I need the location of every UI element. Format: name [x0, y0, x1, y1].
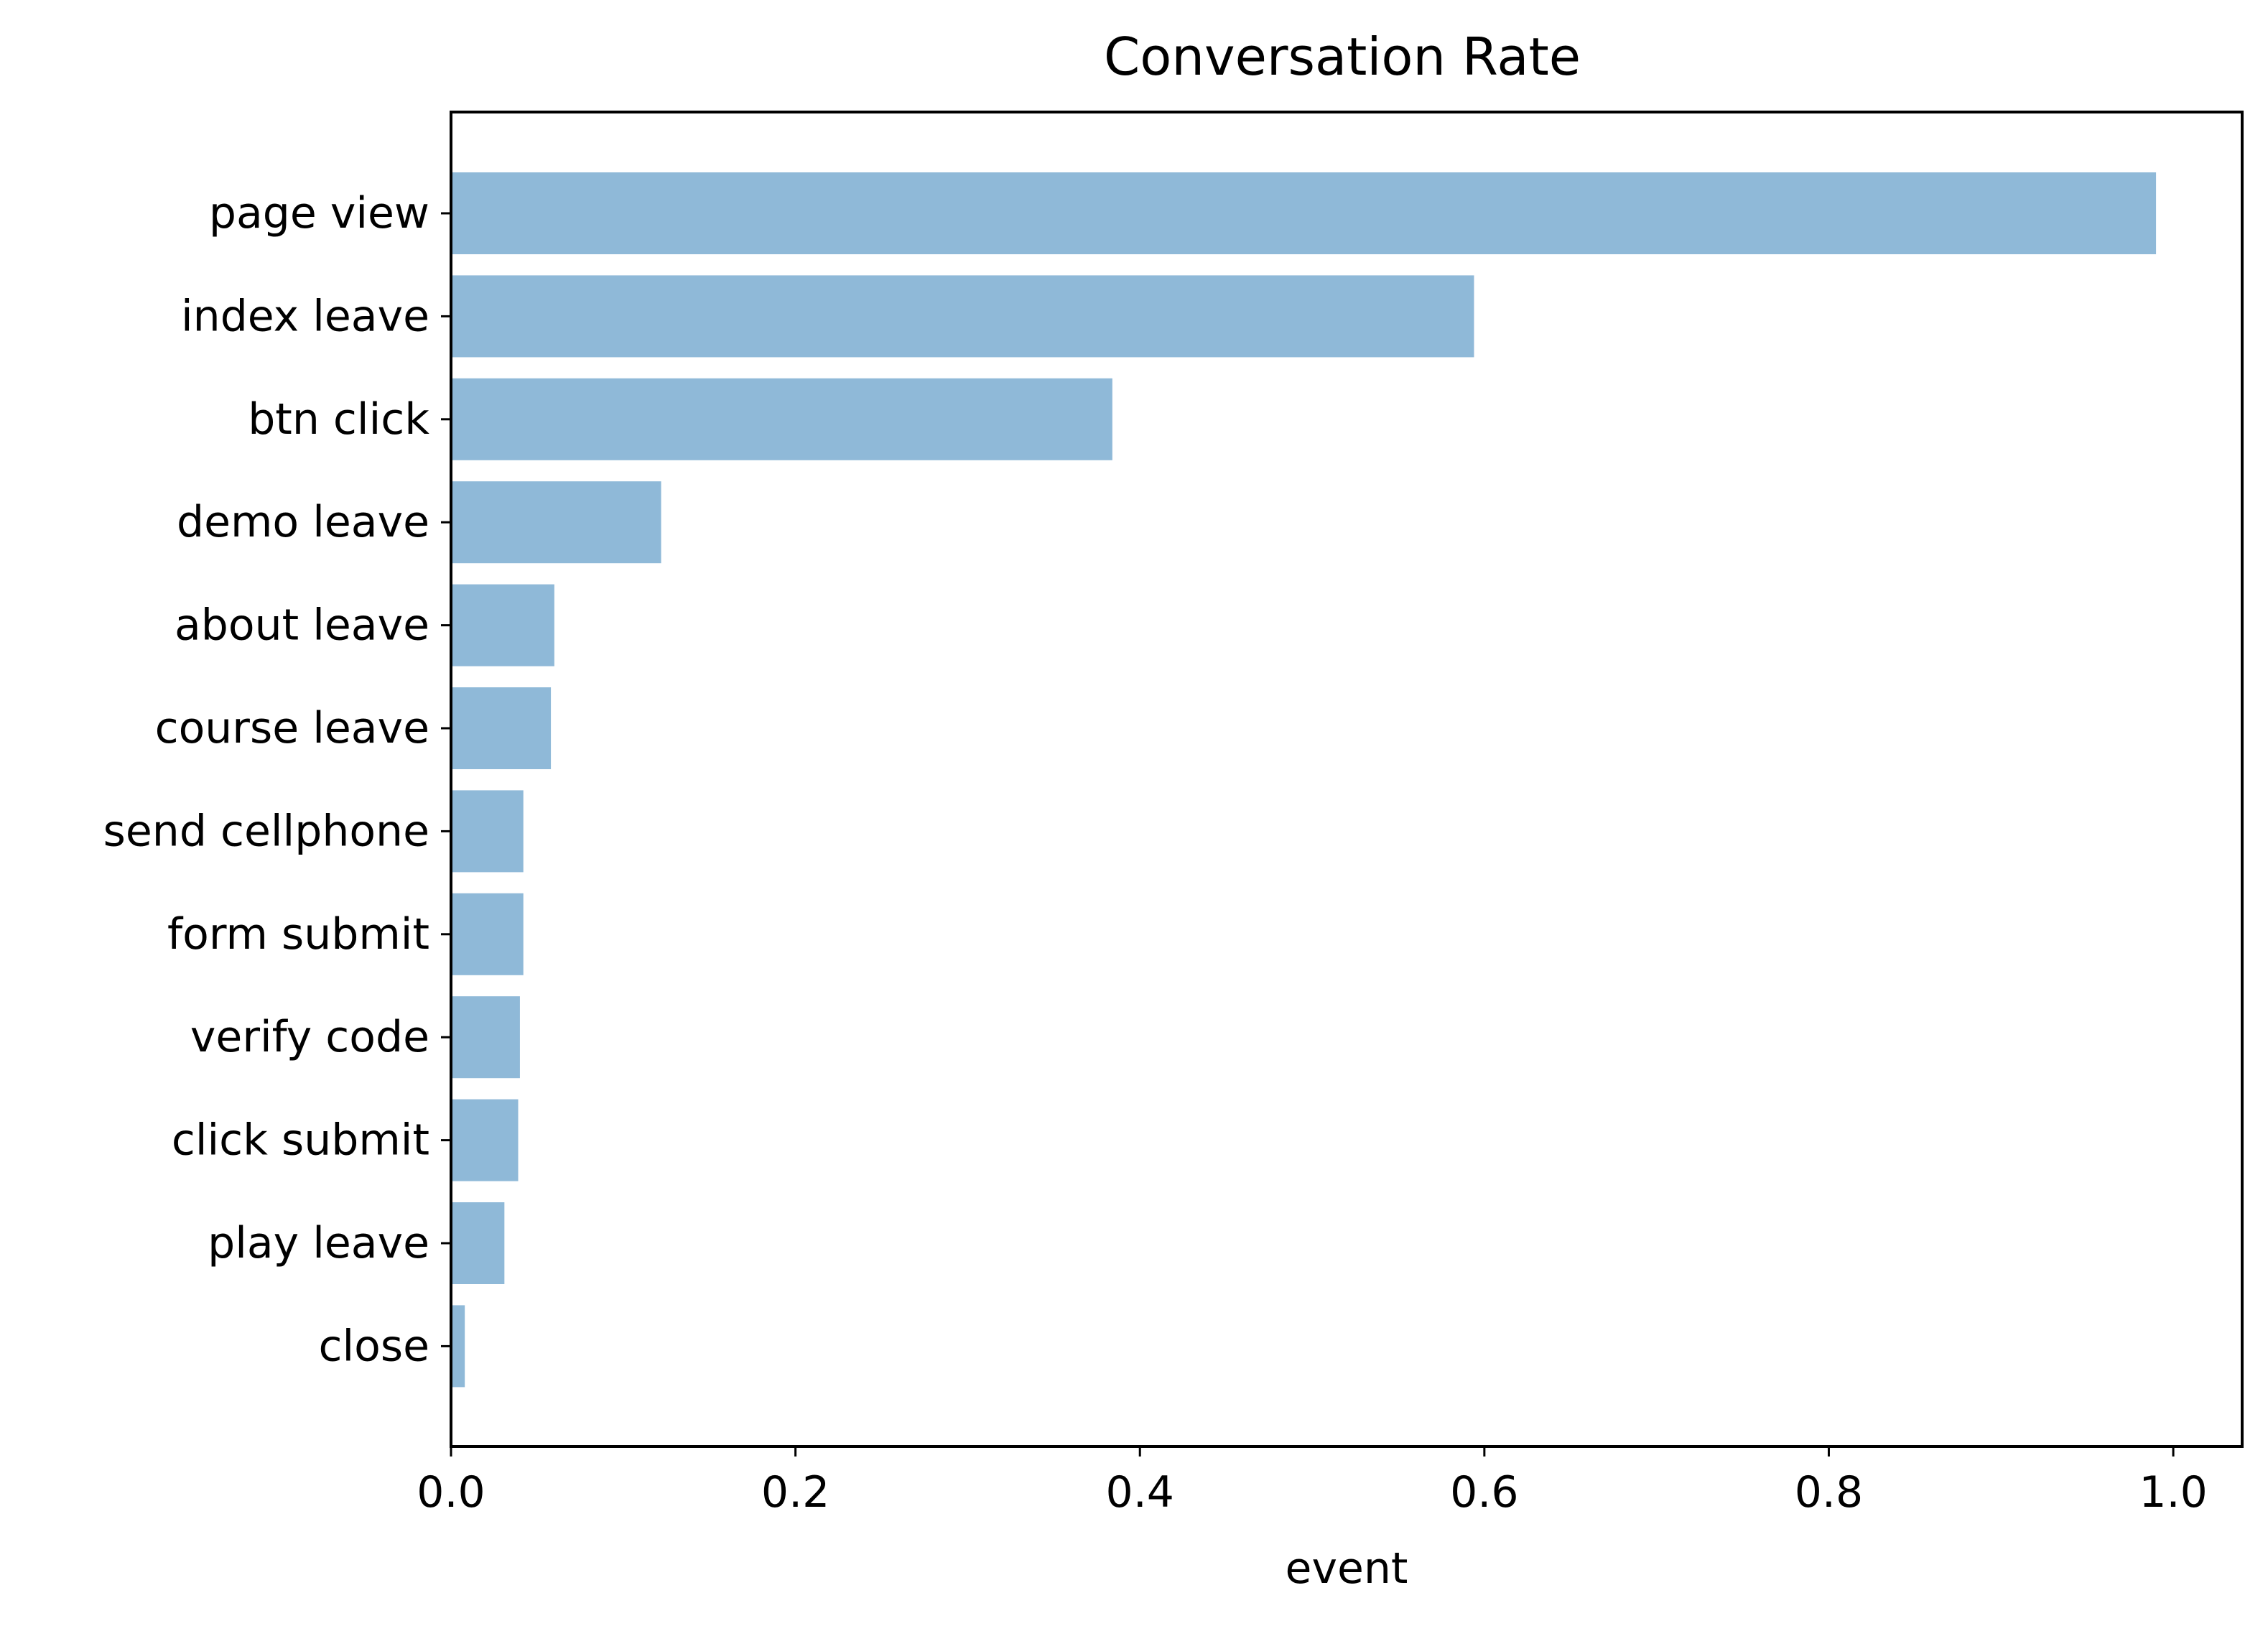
x-tick-label: 0.6: [1450, 1467, 1518, 1518]
y-tick-label: close: [318, 1321, 429, 1371]
y-tick-label: course leave: [155, 703, 429, 753]
bar-index-leave: [451, 275, 1474, 358]
bar-form-submit: [451, 893, 524, 975]
y-tick-label: send cellphone: [103, 806, 429, 856]
bars-group: [451, 172, 2157, 1388]
bar-about-leave: [451, 584, 554, 666]
y-tick-label: index leave: [181, 291, 429, 341]
bar-page-view: [451, 172, 2157, 254]
x-axis-label: event: [1286, 1543, 1408, 1594]
x-tick-label: 0.2: [761, 1467, 829, 1518]
chart-title: Conversation Rate: [1104, 27, 1581, 87]
plot-frame: [450, 111, 2244, 1448]
x-axis: 0.0 0.2 0.4 0.6 0.8 1.0: [417, 1446, 2208, 1518]
bar-play-leave: [451, 1202, 505, 1284]
x-tick-label: 1.0: [2139, 1467, 2207, 1518]
bar-demo-leave: [451, 481, 661, 564]
bar-click-submit: [451, 1099, 519, 1181]
y-axis: page view index leave btn click demo leave a…: [103, 188, 451, 1371]
bar-verify-code: [451, 996, 520, 1079]
bar-send-cellphone: [451, 790, 524, 873]
x-tick-label: 0.4: [1106, 1467, 1174, 1518]
y-tick-label: play leave: [208, 1218, 429, 1268]
x-tick-label: 0.8: [1795, 1467, 1863, 1518]
bar-btn-click: [451, 378, 1112, 460]
y-tick-label: form submit: [167, 909, 429, 960]
y-tick-label: page view: [209, 188, 429, 238]
y-tick-label: verify code: [190, 1012, 429, 1062]
bar-course-leave: [451, 687, 552, 769]
y-tick-label: btn click: [248, 394, 429, 445]
y-tick-label: click submit: [172, 1115, 429, 1166]
y-tick-label: demo leave: [177, 497, 429, 547]
y-tick-label: about leave: [175, 600, 429, 651]
bar-close: [451, 1305, 465, 1388]
x-tick-label: 0.0: [417, 1467, 485, 1518]
